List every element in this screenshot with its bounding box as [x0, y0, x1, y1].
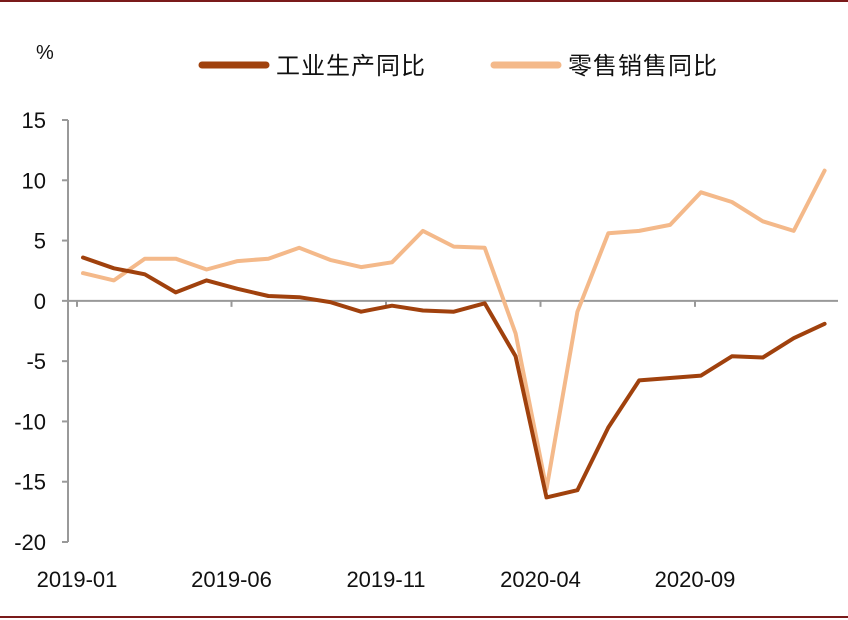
axes: 15 10 5 0 -5 -10 -15 -20 2019-01 2019-06 2019-11 20…: [14, 108, 838, 592]
series-line-0: [81, 255, 827, 500]
y-tick-label: -20: [14, 530, 46, 555]
y-tick-label: 15: [22, 108, 46, 133]
y-tick-label: 5: [34, 229, 46, 254]
x-tick-label: 2019-11: [346, 567, 425, 592]
y-tick-label: 0: [34, 289, 46, 314]
legend-label-0: 工业生产同比: [276, 52, 426, 80]
y-tick-label: -15: [14, 470, 46, 495]
y-tick-label: -10: [14, 409, 46, 434]
x-tick-label: 2019-06: [191, 567, 272, 592]
legend: 工业生产同比 零售销售同比: [198, 52, 718, 80]
series-line-1: [81, 168, 827, 491]
series-lines: [81, 168, 827, 500]
y-tick-label: -5: [26, 349, 46, 374]
x-tick-label: 2019-01: [37, 567, 118, 592]
y-tick-label: 10: [22, 168, 46, 193]
legend-label-1: 零售销售同比: [568, 52, 718, 80]
x-tick-label: 2020-09: [655, 567, 736, 592]
y-unit-label: %: [36, 42, 54, 64]
x-tick-label: 2020-04: [500, 567, 581, 592]
